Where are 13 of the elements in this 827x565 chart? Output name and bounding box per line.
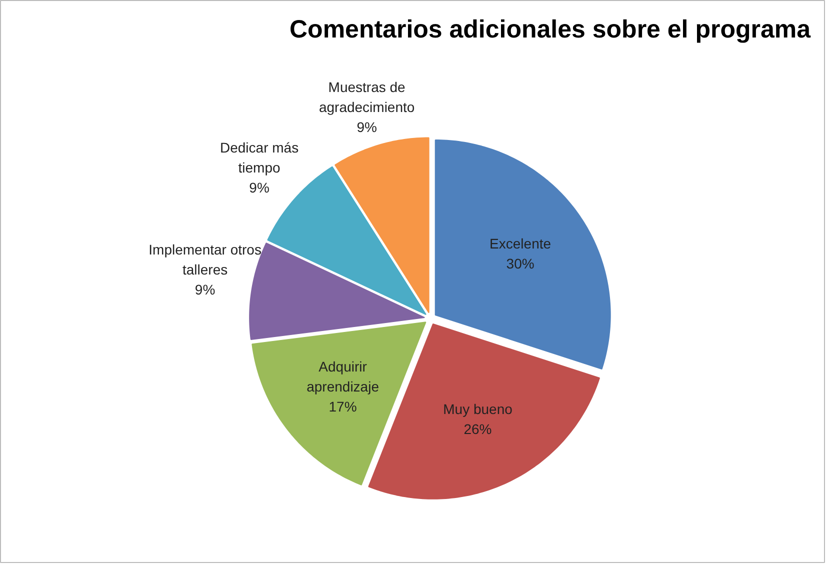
data-label: 9% <box>356 119 377 136</box>
slice-label: Muestras de agradecimiento <box>318 79 415 116</box>
slice-label: Excelente <box>490 235 552 252</box>
data-label: 30% <box>506 255 534 272</box>
slice-label: Adquirir aprendizaje <box>306 358 380 395</box>
slice-label: Implementar otros talleres <box>148 241 262 278</box>
data-label: 26% <box>464 420 492 437</box>
data-label: 9% <box>194 281 216 298</box>
data-label: 17% <box>328 398 357 415</box>
data-label: 9% <box>249 179 270 196</box>
chart-title: Comentarios adicionales sobre el programa <box>290 16 812 44</box>
slice-label: Dedicar más tiempo <box>220 139 299 176</box>
slice-label: Muy bueno <box>443 400 513 417</box>
